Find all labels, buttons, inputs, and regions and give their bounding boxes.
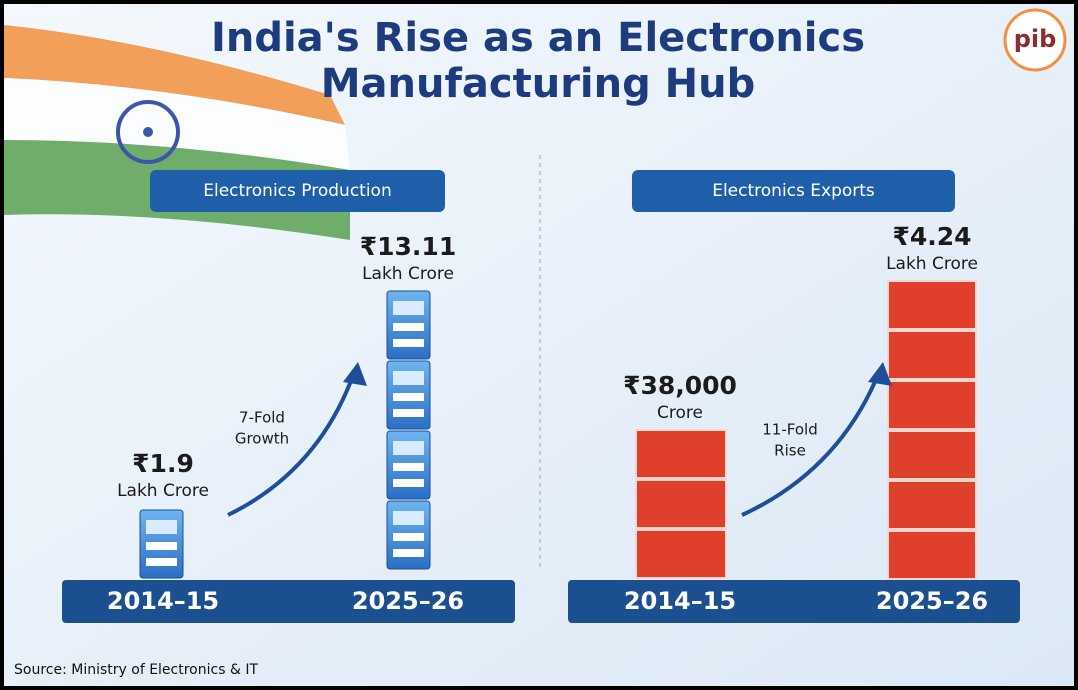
arrow-head [343, 362, 367, 386]
container-icon [887, 380, 977, 430]
growth-label: 7-Fold [239, 409, 285, 427]
year-bar [568, 580, 1020, 623]
growth-arrow [741, 369, 882, 517]
value: ₹13.11 [360, 232, 456, 261]
year-bar [62, 580, 515, 623]
container-icon [635, 529, 727, 579]
panel-label-bg [632, 170, 955, 212]
chip-detail [146, 542, 177, 550]
container-icon [887, 280, 977, 330]
unit: Lakh Crore [362, 264, 454, 284]
chip-detail [393, 549, 424, 557]
unit: Lakh Crore [117, 481, 209, 501]
logo: pib [1014, 25, 1057, 53]
chip-detail [393, 301, 424, 315]
chip-detail [146, 558, 177, 566]
growth-label: 11-Fold [762, 421, 817, 439]
unit: Crore [657, 403, 703, 423]
logo-badge [1003, 8, 1067, 72]
chip-detail [393, 323, 424, 331]
panel-label-bg [150, 170, 445, 212]
growth-arrow [227, 369, 357, 517]
container-icon [887, 530, 977, 580]
chip-detail [393, 511, 424, 525]
container-icon [887, 480, 977, 530]
chip-detail [393, 339, 424, 347]
chip-detail [393, 371, 424, 385]
container-icon [887, 330, 977, 380]
chip-detail [146, 520, 177, 534]
container-icon [635, 429, 727, 479]
value: ₹1.9 [132, 449, 194, 478]
source: Source: Ministry of Electronics & IT [14, 662, 258, 678]
chip-detail [393, 533, 424, 541]
year: 2025–26 [352, 587, 464, 615]
year: 2014–15 [107, 587, 219, 615]
container-icon [635, 479, 727, 529]
chip-detail [393, 441, 424, 455]
value: ₹38,000 [623, 371, 737, 400]
chip-detail [393, 479, 424, 487]
year: 2025–26 [876, 587, 988, 615]
chip-detail [393, 463, 424, 471]
panel-label: Electronics Production [203, 181, 392, 201]
title: India's Rise as an Electronics [211, 15, 865, 61]
chip-detail [393, 409, 424, 417]
container-icon [887, 430, 977, 480]
growth-label: Growth [235, 430, 289, 448]
arrow-head [868, 362, 892, 386]
year: 2014–15 [624, 587, 736, 615]
unit: Lakh Crore [886, 254, 978, 274]
value: ₹4.24 [892, 222, 971, 251]
growth-label: Rise [774, 442, 806, 460]
title: Manufacturing Hub [321, 61, 756, 107]
panel-label: Electronics Exports [712, 181, 875, 201]
chip-detail [393, 393, 424, 401]
